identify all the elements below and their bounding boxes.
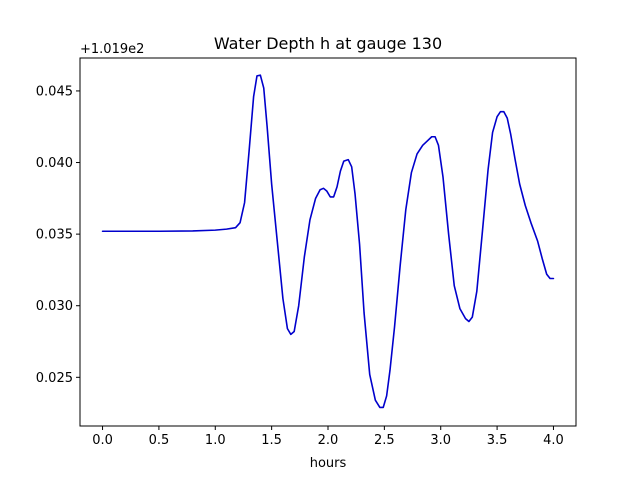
- y-tick-label: 0.030: [36, 299, 73, 314]
- x-tick-label: 2.5: [374, 433, 395, 448]
- x-tick-label: 0.5: [149, 433, 170, 448]
- y-tick-label: 0.025: [36, 371, 73, 386]
- y-tick-label: 0.045: [36, 84, 73, 99]
- x-tick-label: 4.0: [543, 433, 564, 448]
- y-tick-label: 0.035: [36, 228, 73, 243]
- y-tick-label: 0.040: [36, 156, 73, 171]
- x-tick-label: 3.0: [430, 433, 451, 448]
- x-tick-label: 3.5: [487, 433, 508, 448]
- x-axis-label: hours: [310, 456, 347, 471]
- series-line-0: [101, 74, 555, 409]
- x-tick-label: 1.0: [205, 433, 226, 448]
- chart-title: Water Depth h at gauge 130: [214, 34, 442, 53]
- x-tick-label: 0.0: [92, 433, 113, 448]
- x-tick-label: 2.0: [318, 433, 339, 448]
- y-offset-label: +1.019e2: [80, 42, 144, 57]
- plot-area: 0.0 0.5 1.0 1.5 2.0 2.5 3.0 3.5 4.0 0.025 0.030 0.0…: [36, 57, 577, 448]
- x-tick-label: 1.5: [261, 433, 282, 448]
